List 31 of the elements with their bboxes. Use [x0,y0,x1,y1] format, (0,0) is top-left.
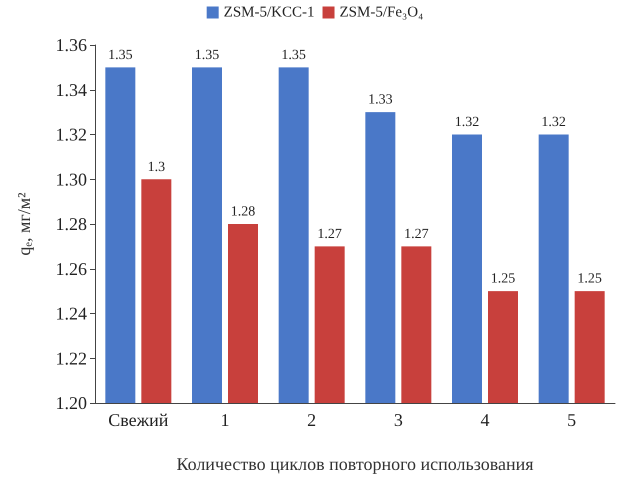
y-tick-label: 1.20 [56,393,87,413]
legend-label: ZSM-5/Fe₃O₄ [340,4,424,20]
data-label: 1.33 [368,92,393,108]
y-tick-label: 1.26 [56,258,87,279]
y-tick-label: 1.34 [56,80,87,100]
x-tick-label: 2 [307,410,316,430]
x-tick-label: 4 [480,410,490,430]
x-tick-label: 5 [567,410,576,430]
data-label: 1.35 [108,48,133,63]
data-label: 1.35 [194,48,220,63]
data-label: 1.32 [541,115,566,130]
legend-label: ZSM-5/KCC-1 [224,4,315,20]
data-label: 1.27 [317,226,342,242]
data-label: 1.35 [281,48,306,63]
y-tick-label: 1.32 [56,124,87,144]
x-tick-label: Свежий [108,410,169,430]
y-tick-label: 1.24 [56,304,87,324]
y-axis-title: qₑ, мг/м² [14,192,34,256]
data-label: 1.32 [454,115,480,130]
y-tick-label: 1.22 [56,348,87,368]
data-label: 1.27 [404,226,429,242]
data-label: 1.3 [148,160,166,175]
x-axis-title: Количество циклов повторного использования [176,454,534,474]
data-label: 1.25 [577,272,602,287]
y-tick-label: 1.28 [56,214,87,234]
y-tick-label: 1.36 [56,35,87,55]
x-tick-label: 3 [394,410,403,430]
data-label: 1.25 [490,272,516,287]
y-tick-label: 1.30 [56,169,87,190]
data-label: 1.28 [230,204,256,220]
x-tick-label: 1 [220,410,230,430]
